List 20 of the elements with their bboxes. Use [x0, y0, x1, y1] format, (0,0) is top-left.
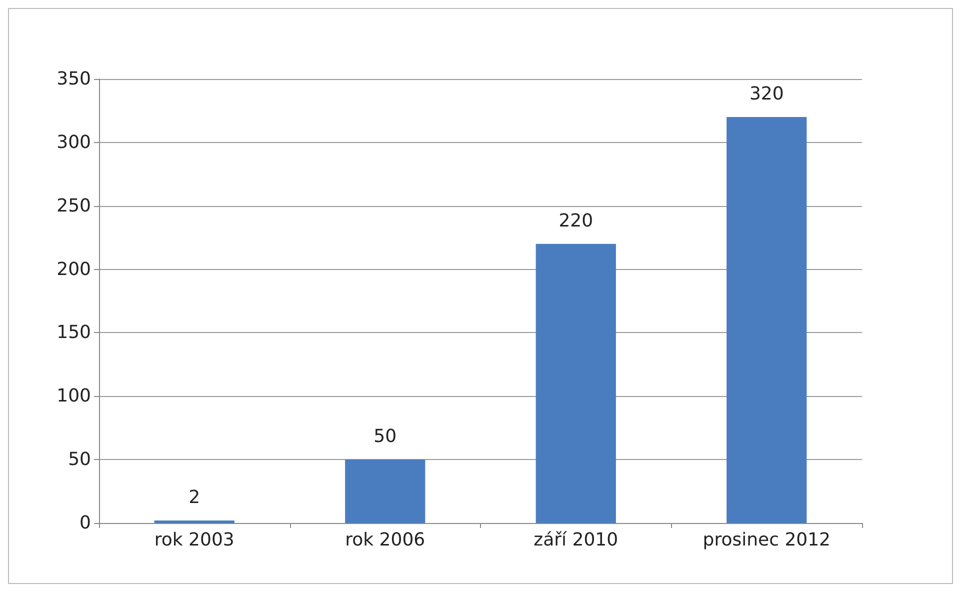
y-tick-label: 0: [80, 512, 91, 534]
y-tick-label: 100: [56, 386, 91, 407]
x-tick-label: rok 2006: [345, 530, 426, 550]
data-label: 50: [374, 426, 397, 448]
y-tick-label: 300: [56, 132, 91, 153]
y-tick-label: 200: [56, 258, 91, 280]
x-tick-label: prosinec 2012: [702, 530, 830, 550]
x-tick-label: rok 2003: [154, 530, 234, 550]
x-tick-label: září 2010: [534, 530, 618, 550]
y-tick-label: 350: [56, 68, 91, 90]
data-label: 2: [188, 486, 200, 508]
data-label: 320: [749, 84, 784, 105]
bar: [726, 117, 807, 523]
bar: [536, 244, 616, 523]
bar: [345, 460, 426, 523]
y-tick-label: 50: [68, 449, 91, 470]
data-label: 220: [558, 210, 594, 232]
y-tick-label: 150: [56, 322, 91, 344]
bar: [154, 520, 234, 523]
y-tick-label: 250: [56, 195, 91, 216]
